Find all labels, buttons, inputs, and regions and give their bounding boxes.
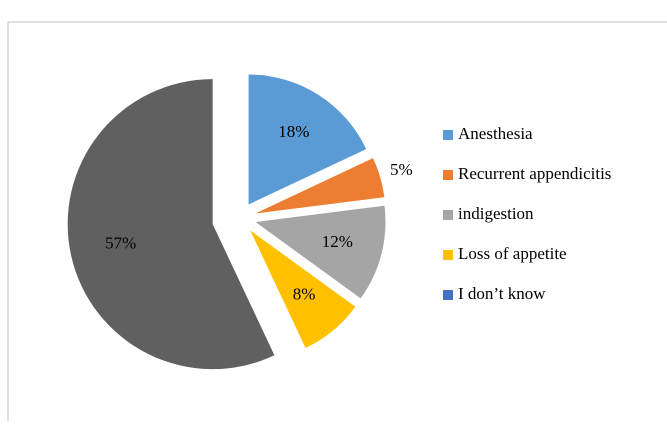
data-label: 5%	[390, 160, 413, 179]
legend-label: Anesthesia	[458, 124, 533, 143]
legend-label: Recurrent appendicitis	[458, 164, 611, 183]
pie-slice	[250, 230, 356, 348]
data-label: 18%	[278, 122, 309, 141]
pie-slice	[67, 79, 275, 370]
data-label: 12%	[322, 232, 353, 251]
legend-label: I don’t know	[458, 284, 546, 303]
legend-marker	[443, 130, 453, 140]
legend-label: Loss of appetite	[458, 244, 567, 263]
legend-marker	[443, 170, 453, 180]
data-label: 57%	[105, 234, 136, 253]
chart-frame	[7, 21, 667, 421]
pie-slice	[248, 74, 367, 205]
data-label: 8%	[293, 284, 316, 303]
legend-marker	[443, 250, 453, 260]
legend-marker	[443, 290, 453, 300]
pie-slice	[255, 158, 385, 214]
pie-slice	[255, 205, 386, 299]
legend-marker	[443, 210, 453, 220]
legend-label: indigestion	[458, 204, 534, 223]
